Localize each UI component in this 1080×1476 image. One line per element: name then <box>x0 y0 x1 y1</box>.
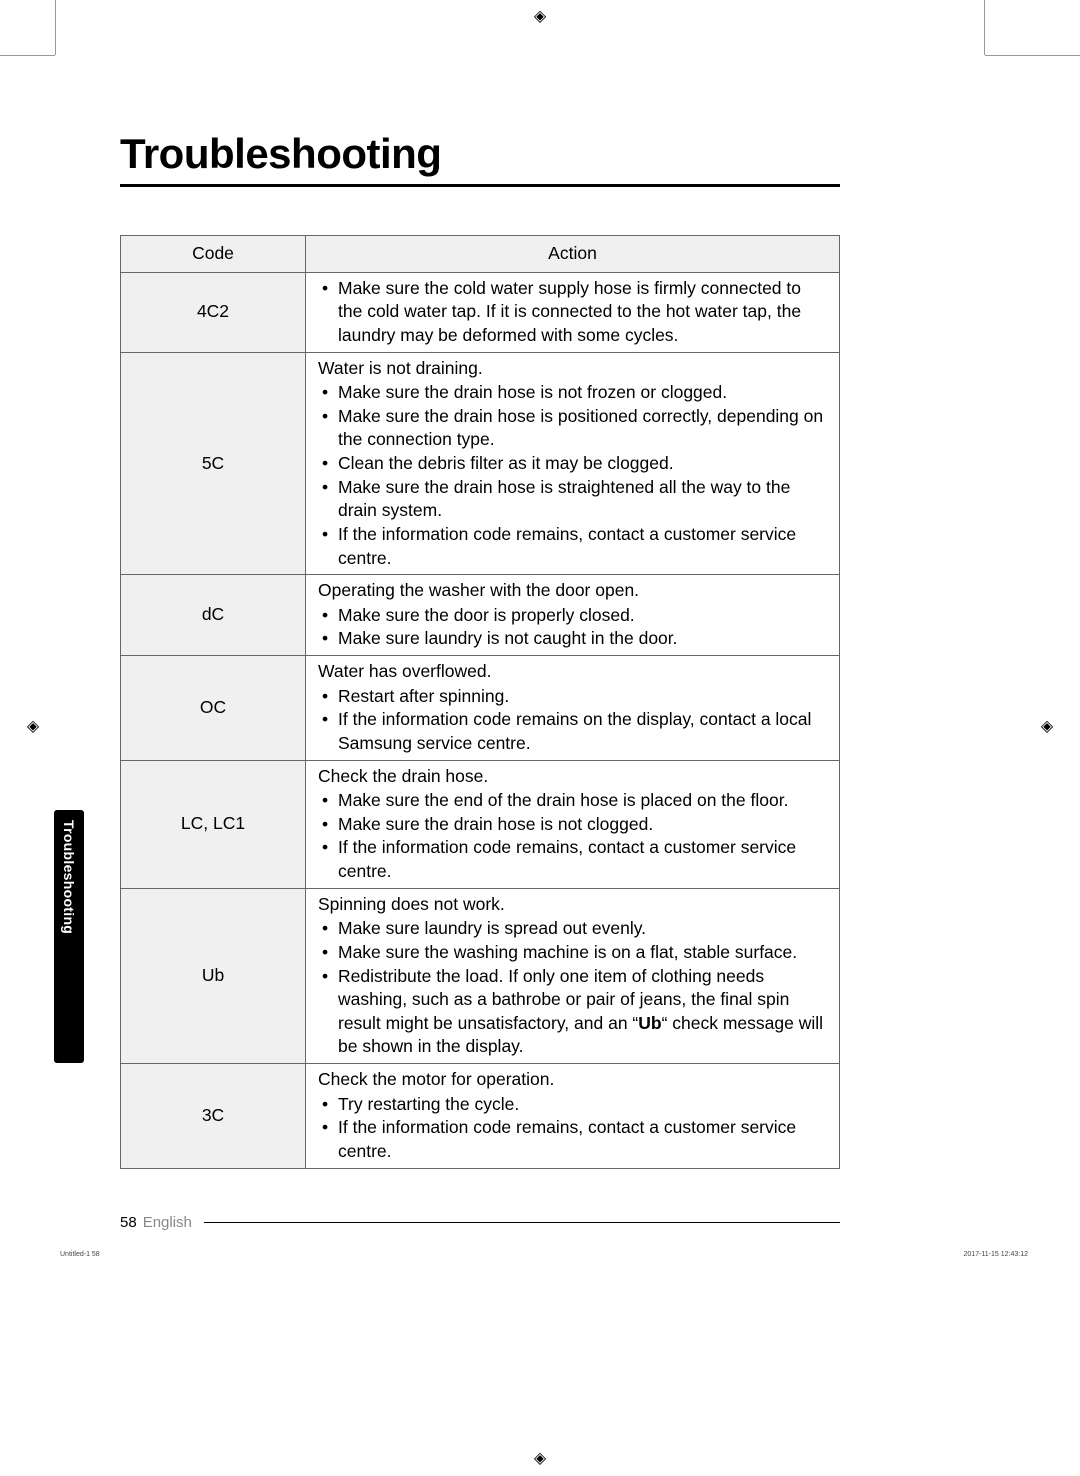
action-item: Make sure the washing machine is on a fl… <box>338 941 829 965</box>
action-item: Make sure laundry is not caught in the d… <box>338 627 829 651</box>
code-cell: 5C <box>121 352 306 575</box>
action-item: Try restarting the cycle. <box>338 1093 829 1117</box>
action-item: Make sure the drain hose is positioned c… <box>338 405 829 452</box>
table-row: 3CCheck the motor for operation.Try rest… <box>121 1064 840 1169</box>
action-list: Make sure the drain hose is not frozen o… <box>316 381 829 570</box>
action-intro: Spinning does not work. <box>316 893 829 917</box>
action-list: Restart after spinning.If the informatio… <box>316 685 829 756</box>
action-item: Make sure laundry is spread out evenly. <box>338 917 829 941</box>
registration-mark-icon: ◈ <box>1038 718 1056 736</box>
action-list: Make sure the door is properly closed.Ma… <box>316 604 829 651</box>
action-item: If the information code remains on the d… <box>338 708 829 755</box>
action-intro: Check the motor for operation. <box>316 1068 829 1092</box>
action-item: Make sure the drain hose is not frozen o… <box>338 381 829 405</box>
action-item: Restart after spinning. <box>338 685 829 709</box>
action-item: Redistribute the load. If only one item … <box>338 965 829 1060</box>
action-cell: Check the motor for operation.Try restar… <box>306 1064 840 1169</box>
action-intro: Water is not draining. <box>316 357 829 381</box>
action-list: Make sure the end of the drain hose is p… <box>316 789 829 884</box>
header-action: Action <box>306 236 840 273</box>
action-cell: Check the drain hose.Make sure the end o… <box>306 760 840 888</box>
table-row: UbSpinning does not work.Make sure laund… <box>121 888 840 1063</box>
action-cell: Make sure the cold water supply hose is … <box>306 272 840 352</box>
crop-mark <box>55 0 56 55</box>
action-item: Make sure the end of the drain hose is p… <box>338 789 829 813</box>
action-list: Make sure laundry is spread out evenly.M… <box>316 917 829 1059</box>
action-item: If the information code remains, contact… <box>338 1116 829 1163</box>
code-cell: dC <box>121 575 306 656</box>
action-intro: Check the drain hose. <box>316 765 829 789</box>
code-cell: Ub <box>121 888 306 1063</box>
registration-mark-icon: ◈ <box>531 8 549 26</box>
table-row: LC, LC1Check the drain hose.Make sure th… <box>121 760 840 888</box>
header-code: Code <box>121 236 306 273</box>
page-footer: 58 English <box>120 1214 840 1231</box>
action-intro: Operating the washer with the door open. <box>316 579 829 603</box>
action-cell: Spinning does not work.Make sure laundry… <box>306 888 840 1063</box>
code-cell: LC, LC1 <box>121 760 306 888</box>
page-number: 58 <box>120 1214 137 1231</box>
page-language: English <box>143 1214 192 1231</box>
crop-mark <box>984 0 985 55</box>
table-row: dCOperating the washer with the door ope… <box>121 575 840 656</box>
action-item: Make sure the drain hose is straightened… <box>338 476 829 523</box>
code-cell: 3C <box>121 1064 306 1169</box>
page-title: Troubleshooting <box>120 130 840 187</box>
table-row: 5CWater is not draining.Make sure the dr… <box>121 352 840 575</box>
table-row: OCWater has overflowed.Restart after spi… <box>121 656 840 761</box>
crop-mark <box>985 55 1080 56</box>
table-header-row: Code Action <box>121 236 840 273</box>
troubleshooting-table: Code Action 4C2 Make sure the cold water … <box>120 235 840 1169</box>
footer-rule <box>204 1222 840 1223</box>
action-item: Clean the debris filter as it may be clo… <box>338 452 829 476</box>
action-item: If the information code remains, contact… <box>338 836 829 883</box>
action-cell: Operating the washer with the door open.… <box>306 575 840 656</box>
action-item: If the information code remains, contact… <box>338 523 829 570</box>
action-intro: Water has overflowed. <box>316 660 829 684</box>
action-item: Make sure the door is properly closed. <box>338 604 829 628</box>
action-cell: Water is not draining.Make sure the drai… <box>306 352 840 575</box>
action-cell: Water has overflowed.Restart after spinn… <box>306 656 840 761</box>
table-row: 4C2 Make sure the cold water supply hose … <box>121 272 840 352</box>
code-cell: 4C2 <box>121 272 306 352</box>
registration-mark-icon: ◈ <box>531 1450 549 1468</box>
code-cell: OC <box>121 656 306 761</box>
print-job-name: Untitled-1 58 <box>60 1251 100 1258</box>
action-item: Make sure the cold water supply hose is … <box>338 277 829 348</box>
registration-mark-icon: ◈ <box>24 718 42 736</box>
action-list: Make sure the cold water supply hose is … <box>316 277 829 348</box>
page-content: Troubleshooting Code Action 4C2 Make sure… <box>120 130 840 1169</box>
action-item: Make sure the drain hose is not clogged. <box>338 813 829 837</box>
section-tab-label: Troubleshooting <box>61 820 77 934</box>
action-list: Try restarting the cycle.If the informat… <box>316 1093 829 1164</box>
print-timestamp: 2017-11-15 12:43:12 <box>964 1251 1028 1258</box>
crop-mark <box>0 55 55 56</box>
